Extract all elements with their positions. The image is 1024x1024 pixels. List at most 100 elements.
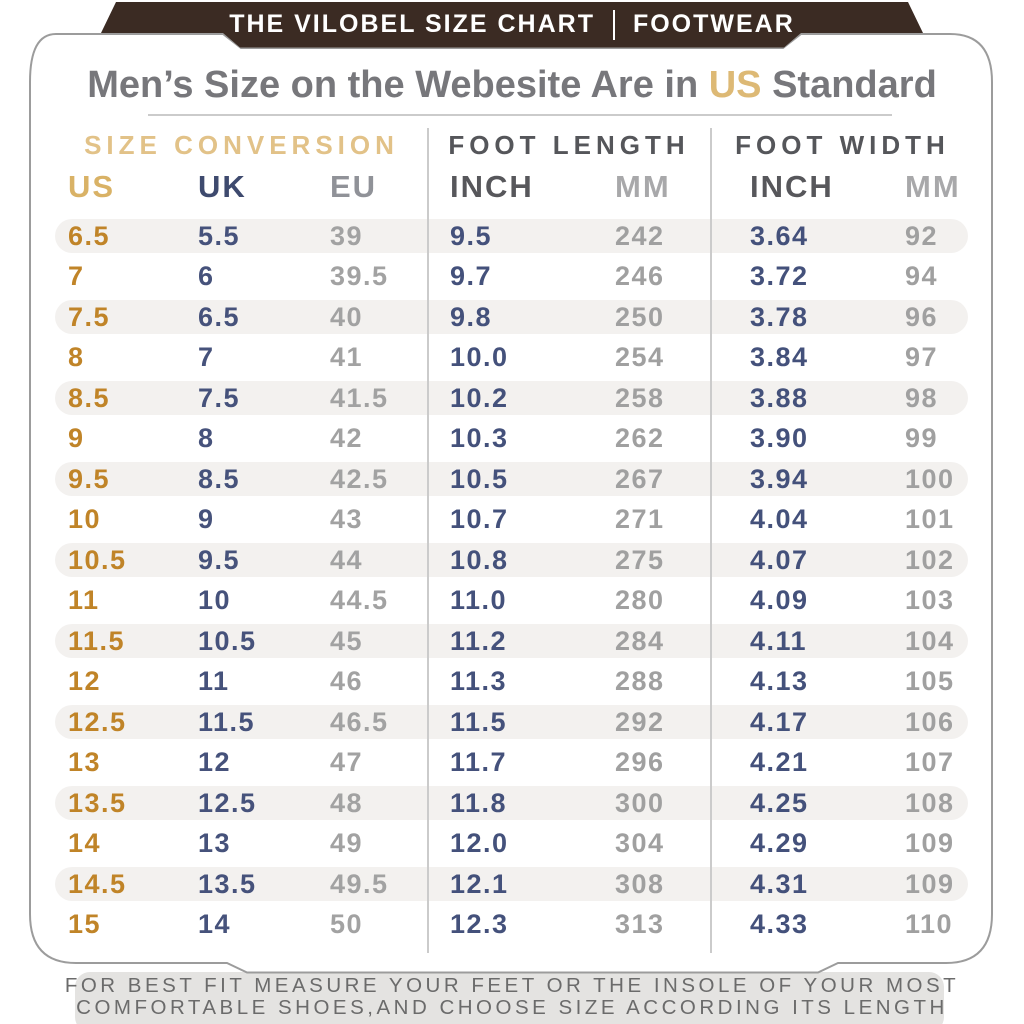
table-cell: 3.72: [750, 261, 809, 291]
table-cell: 292: [615, 706, 665, 737]
table-cell: 42.5: [330, 463, 389, 494]
table-cell: 9.5: [450, 220, 493, 251]
table-cell: 11.5: [450, 706, 508, 737]
table-cell: 11.3: [450, 666, 508, 696]
table-cell: 40: [330, 301, 364, 332]
table-cell: 46.5: [330, 706, 389, 737]
table-cell: 246: [615, 261, 665, 291]
table-row: 12 11 46 11.3 288 4.13 105: [55, 665, 968, 699]
table-cell: 11.8: [450, 787, 508, 818]
separator-bar: [612, 9, 615, 40]
page-title: Men’s Size on the Webesite Are in US Sta…: [0, 62, 1024, 108]
column-header-eu-2: EU: [330, 169, 378, 204]
table-cell: 3.78: [750, 301, 809, 332]
table-cell: 46: [330, 666, 364, 696]
banner-category: FOOTWEAR: [632, 10, 795, 38]
table-cell: 271: [615, 504, 665, 534]
table-cell: 7: [198, 342, 215, 372]
table-cell: 8: [198, 423, 215, 453]
table-cell: 6: [198, 261, 215, 291]
table-row: 6.5 5.5 39 9.5 242 3.64 92: [55, 219, 968, 253]
table-cell: 98: [905, 382, 939, 413]
table-cell: 300: [615, 787, 665, 818]
table-cell: 6.5: [198, 301, 241, 332]
table-row: 14 13 49 12.0 304 4.29 109: [55, 827, 968, 861]
table-cell: 102: [905, 544, 955, 575]
table-cell: 103: [905, 585, 955, 615]
table-cell: 11.5: [198, 706, 256, 737]
table-cell: 4.29: [750, 828, 809, 858]
table-cell: 4.31: [750, 868, 809, 899]
table-cell: 313: [615, 909, 665, 939]
table-cell: 14: [198, 909, 232, 939]
table-cell: 5.5: [198, 220, 241, 251]
table-cell: 9.5: [68, 463, 111, 494]
banner-brand: THE VILOBEL SIZE CHART: [229, 10, 595, 38]
table-cell: 275: [615, 544, 665, 575]
table-cell: 8.5: [198, 463, 241, 494]
table-cell: 280: [615, 585, 665, 615]
column-header-us-0: US: [68, 169, 116, 204]
title-underline: [148, 114, 892, 116]
table-cell: 3.64: [750, 220, 809, 251]
table-cell: 262: [615, 423, 665, 453]
table-row: 11.5 10.5 45 11.2 284 4.11 104: [55, 624, 968, 658]
table-cell: 11.7: [450, 747, 508, 777]
table-cell: 10.5: [198, 625, 257, 656]
table-row: 10 9 43 10.7 271 4.04 101: [55, 503, 968, 537]
table-cell: 39: [330, 220, 364, 251]
table-cell: 4.33: [750, 909, 809, 939]
table-cell: 12.0: [450, 828, 509, 858]
table-cell: 12.1: [450, 868, 509, 899]
table-cell: 7.5: [198, 382, 241, 413]
table-row: 12.5 11.5 46.5 11.5 292 4.17 106: [55, 705, 968, 739]
table-cell: 10.5: [68, 544, 127, 575]
table-cell: 50: [330, 909, 364, 939]
table-row: 13 12 47 11.7 296 4.21 107: [55, 746, 968, 780]
table-cell: 42: [330, 423, 364, 453]
table-cell: 13: [198, 828, 232, 858]
table-cell: 4.09: [750, 585, 809, 615]
table-cell: 10: [68, 504, 102, 534]
table-cell: 101: [905, 504, 955, 534]
table-cell: 3.94: [750, 463, 809, 494]
table-cell: 10.8: [450, 544, 509, 575]
table-cell: 109: [905, 868, 955, 899]
table-row: 7.5 6.5 40 9.8 250 3.78 96: [55, 300, 968, 334]
table-row: 9.5 8.5 42.5 10.5 267 3.94 100: [55, 462, 968, 496]
table-row: 8 7 41 10.0 254 3.84 97: [55, 341, 968, 375]
column-header-mm-4: MM: [615, 169, 671, 204]
table-cell: 14: [68, 828, 102, 858]
table-cell: 110: [905, 909, 954, 939]
table-cell: 48: [330, 787, 364, 818]
table-cell: 104: [905, 625, 955, 656]
table-cell: 4.04: [750, 504, 809, 534]
table-cell: 9.5: [198, 544, 241, 575]
title-highlight: US: [708, 64, 762, 106]
table-cell: 10.7: [450, 504, 509, 534]
table-cell: 109: [905, 828, 955, 858]
table-cell: 250: [615, 301, 665, 332]
table-cell: 96: [905, 301, 939, 332]
table-cell: 10.5: [450, 463, 509, 494]
table-row: 10.5 9.5 44 10.8 275 4.07 102: [55, 543, 968, 577]
footer-note: FOR BEST FIT MEASURE YOUR FEET OR THE IN…: [0, 975, 1024, 1019]
table-cell: 6.5: [68, 220, 111, 251]
table-cell: 12.5: [198, 787, 257, 818]
table-cell: 12.5: [68, 706, 127, 737]
table-cell: 43: [330, 504, 364, 534]
table-cell: 258: [615, 382, 665, 413]
table-cell: 47: [330, 747, 364, 777]
table-cell: 11.2: [450, 625, 508, 656]
table-row: 15 14 50 12.3 313 4.33 110: [55, 908, 968, 942]
table-row: 14.5 13.5 49.5 12.1 308 4.31 109: [55, 867, 968, 901]
table-row: 7 6 39.5 9.7 246 3.72 94: [55, 260, 968, 294]
table-cell: 4.17: [750, 706, 809, 737]
group-header-row: SIZE CONVERSION FOOT LENGTH FOOT WIDTH: [0, 128, 1024, 162]
title-prefix: Men’s Size on the Webesite Are in: [87, 64, 709, 106]
table-row: 11 10 44.5 11.0 280 4.09 103: [55, 584, 968, 618]
table-cell: 100: [905, 463, 955, 494]
table-body: 6.5 5.5 39 9.5 242 3.64 92 7 6 39.5 9.7 246 3.72 94 7.…: [55, 219, 968, 942]
column-header-inch-5: INCH: [750, 169, 834, 204]
table-cell: 284: [615, 625, 665, 656]
